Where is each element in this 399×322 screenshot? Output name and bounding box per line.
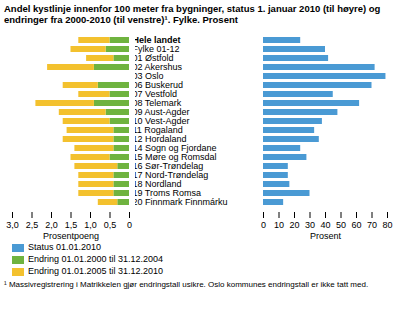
- svg-text:Prosentpoeng: Prosentpoeng: [43, 231, 99, 241]
- svg-text:0: 0: [261, 220, 266, 230]
- svg-text:Prosent: Prosent: [310, 231, 342, 241]
- svg-text:3,0: 3,0: [6, 220, 19, 230]
- html-text:Endring 01.01.2000 til 31.12.2: Endring 01.01.2000 til 31.12.2004: [28, 254, 164, 264]
- svg-text:0,5: 0,5: [104, 220, 117, 230]
- svg-text:20 Finnmark Finnmárku: 20 Finnmark Finnmárku: [135, 197, 228, 207]
- svg-text:2,5: 2,5: [26, 220, 39, 230]
- svg-text:1,0: 1,0: [84, 220, 97, 230]
- svg-text:2,0: 2,0: [45, 220, 58, 230]
- html-text:Status 01.01.2010: Status 01.01.2010: [28, 242, 102, 252]
- svg-text:60: 60: [351, 220, 361, 230]
- svg-text:80: 80: [382, 220, 392, 230]
- svg-text:70: 70: [367, 220, 377, 230]
- svg-text:40: 40: [320, 220, 330, 230]
- svg-text:50: 50: [336, 220, 346, 230]
- svg-text:1,5: 1,5: [65, 220, 78, 230]
- html-text:¹ Massivregistrering i Matrikk: ¹ Massivregistrering i Matrikkelen gjør …: [4, 280, 369, 289]
- svg-text:10: 10: [274, 220, 284, 230]
- html-text:Endring 01.01.2005 til 31.12.2: Endring 01.01.2005 til 31.12.2010: [28, 266, 164, 276]
- svg-text:30: 30: [305, 220, 315, 230]
- svg-text:20: 20: [289, 220, 299, 230]
- svg-text:0: 0: [127, 220, 132, 230]
- html-text:Andel kystlinje innenfor 100 m: Andel kystlinje innenfor 100 meter fra b…: [4, 3, 381, 25]
